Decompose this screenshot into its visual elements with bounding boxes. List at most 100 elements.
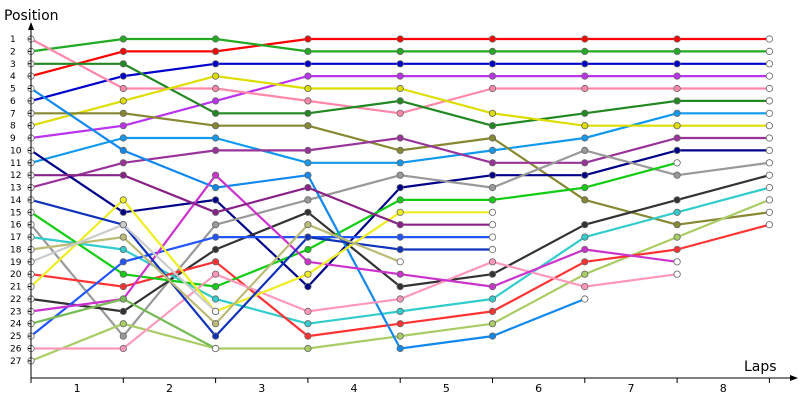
series-23-point — [396, 245, 404, 254]
y-tick-label: 2 — [10, 47, 16, 57]
series-17-point — [396, 196, 404, 204]
series-18-point — [212, 233, 220, 241]
series-3-point — [212, 60, 220, 68]
series-14-point — [488, 295, 497, 303]
series-5-point — [581, 84, 589, 93]
series-6-point — [212, 109, 220, 117]
series-1-point — [119, 47, 127, 56]
series-15-point — [488, 320, 497, 328]
y-tick-label: 19 — [10, 258, 22, 268]
x-tick-label: 5 — [443, 382, 450, 395]
y-tick-label: 1 — [10, 35, 16, 45]
series-12-point — [488, 184, 497, 192]
series-20-point — [119, 344, 127, 353]
series-1-point — [765, 35, 774, 43]
series-13-point — [212, 245, 220, 254]
series-4-point — [212, 97, 220, 105]
series-15-point — [119, 320, 127, 328]
series-19-point — [488, 332, 497, 340]
series-3-point — [488, 60, 497, 68]
series-22-point — [304, 270, 312, 278]
series-8-point — [304, 84, 312, 93]
series-21-point — [396, 270, 404, 278]
series-12-point — [581, 146, 589, 154]
series-19-point — [396, 344, 404, 353]
series-16-point — [765, 221, 774, 229]
series-22-point — [396, 208, 404, 216]
series-8-point — [396, 84, 404, 93]
series-6-point — [304, 109, 312, 117]
series-15-point — [304, 344, 312, 353]
series-2-point — [396, 47, 404, 56]
x-tick-label: 8 — [720, 382, 727, 395]
series-9-point — [581, 196, 589, 204]
series-9-point — [673, 221, 681, 229]
series-19-point — [304, 171, 312, 179]
series-9-point — [488, 134, 497, 142]
series-11-point — [119, 208, 127, 216]
series-11-point — [673, 146, 681, 154]
series-16-point — [304, 332, 312, 340]
series-3-point — [581, 60, 589, 68]
series-line-18 — [30, 236, 493, 337]
series-2-point — [119, 35, 127, 43]
series-21-point — [304, 258, 312, 266]
series-17-point — [212, 282, 220, 291]
x-tick-label: 2 — [166, 382, 173, 395]
series-10-point — [673, 134, 681, 142]
series-19-point — [119, 146, 127, 154]
series-26-point — [212, 344, 220, 353]
series-14-point — [119, 245, 127, 254]
series-13-point — [488, 270, 497, 278]
series-line-22 — [30, 198, 493, 313]
series-12-point — [765, 159, 774, 167]
series-6-point — [119, 60, 127, 68]
y-tick-label: 17 — [10, 233, 21, 243]
series-5-point — [673, 84, 681, 93]
series-12-point — [119, 332, 127, 340]
series-7-point — [673, 109, 681, 117]
x-tick-label: 1 — [74, 382, 81, 395]
series-15-point — [396, 332, 404, 340]
series-25-point — [119, 233, 127, 241]
series-19-point — [212, 184, 220, 192]
series-20-point — [304, 307, 312, 315]
series-4-point — [765, 72, 774, 80]
series-8-point — [119, 97, 127, 105]
y-tick-label: 9 — [10, 134, 16, 144]
y-axis-title: Position — [4, 8, 59, 24]
series-3-point — [119, 72, 127, 80]
series-20-point — [212, 270, 220, 278]
series-16-point — [212, 258, 220, 266]
series-1-point — [488, 35, 497, 43]
series-13-point — [673, 196, 681, 204]
series-8-point — [212, 72, 220, 80]
x-tick-label: 4 — [351, 382, 358, 395]
series-18-point — [396, 233, 404, 241]
x-axis-title: Laps — [744, 359, 777, 375]
series-15-point — [673, 233, 681, 241]
series-13-point — [765, 171, 774, 179]
series-16-point — [396, 320, 404, 328]
series-17-point — [304, 245, 312, 254]
series-21-point — [673, 258, 681, 266]
series-11-point — [765, 146, 774, 154]
series-7-point — [119, 134, 127, 142]
series-24-point — [396, 221, 404, 229]
series-4-point — [119, 122, 127, 130]
series-8-point — [581, 122, 589, 130]
series-12-point — [673, 171, 681, 179]
series-12-point — [212, 221, 220, 229]
series-25-point — [396, 258, 404, 266]
series-14-point — [765, 184, 774, 192]
series-10-point — [119, 159, 127, 167]
series-10-point — [765, 134, 774, 142]
series-4-point — [304, 72, 312, 80]
y-tick-label: 16 — [10, 221, 22, 231]
series-24-point — [304, 184, 312, 192]
series-10-point — [488, 159, 497, 167]
series-9-point — [304, 122, 312, 130]
y-tick-label: 26 — [10, 345, 22, 355]
series-5-point — [212, 84, 220, 93]
